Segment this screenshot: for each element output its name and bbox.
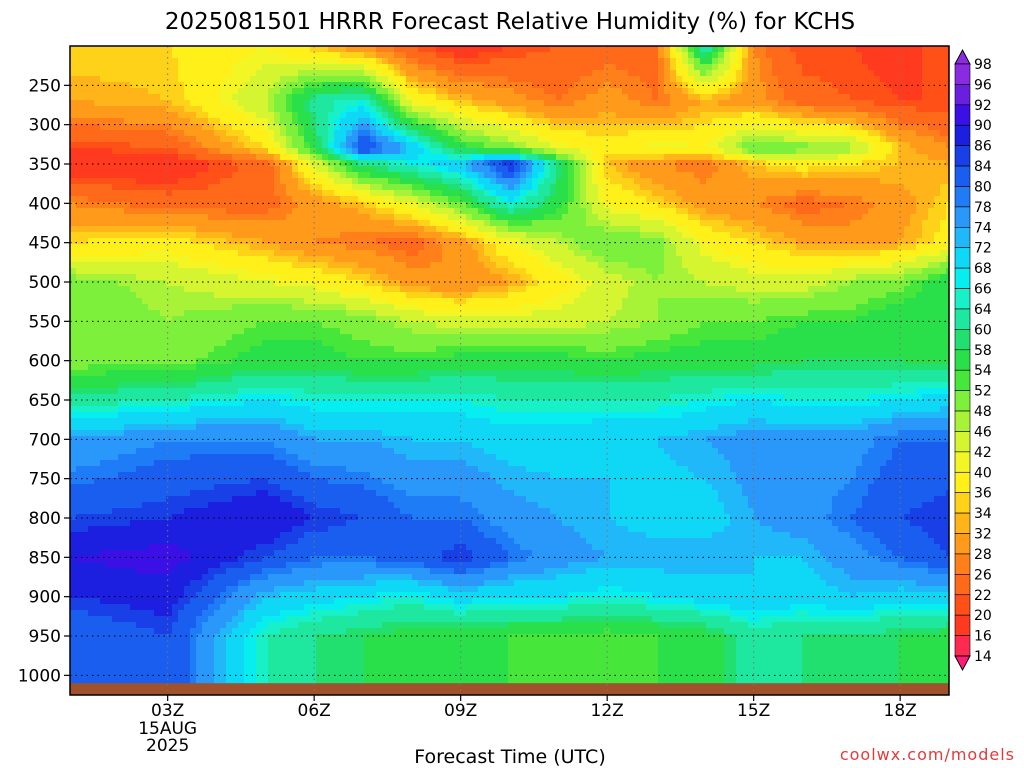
colorbar-label-54: 54 xyxy=(974,363,992,379)
colorbar-swatch-74 xyxy=(954,227,971,249)
colorbar-swatch-66 xyxy=(954,288,971,310)
plot-frame xyxy=(69,45,950,696)
colorbar-swatch-52 xyxy=(954,390,971,412)
y-tick-label-950: 950 xyxy=(29,627,61,647)
y-axis: 250 300 350 400 450 500 550 600 650 700 750 800 850 9… xyxy=(18,76,70,686)
y-tick-label-400: 400 xyxy=(29,194,61,214)
x-date-label-0: 15AUG xyxy=(138,719,197,739)
credit-text: coolwx.com/models xyxy=(840,745,1015,764)
colorbar-label-86: 86 xyxy=(974,139,992,155)
colorbar-label-64: 64 xyxy=(974,302,992,318)
colorbar-arrow-bottom xyxy=(954,655,971,672)
y-tick-label-650: 650 xyxy=(29,391,61,411)
colorbar-label-22: 22 xyxy=(974,588,992,604)
colorbar-swatch-90 xyxy=(954,124,971,146)
colorbar-swatch-96 xyxy=(954,84,971,106)
colorbar-swatch-32 xyxy=(954,533,971,555)
colorbar-swatch-28 xyxy=(954,553,971,575)
colorbar-swatch-54 xyxy=(954,369,971,391)
y-tick-label-250: 250 xyxy=(29,76,61,96)
colorbar-label-68: 68 xyxy=(974,261,992,277)
colorbar-label-48: 48 xyxy=(974,404,992,420)
y-tick-label-800: 800 xyxy=(29,509,61,529)
x-tick-label-15Z: 15Z xyxy=(737,701,770,721)
colorbar-swatch-64 xyxy=(954,308,971,330)
plot-area xyxy=(70,46,949,695)
y-tick-label-1000: 1000 xyxy=(18,666,61,686)
y-tick-label-500: 500 xyxy=(29,273,61,293)
colorbar-swatch-98 xyxy=(954,63,971,85)
colorbar-swatch-68 xyxy=(954,267,971,289)
colorbar-label-16: 16 xyxy=(974,629,992,645)
x-tick-label-06Z: 06Z xyxy=(298,701,331,721)
colorbar-label-92: 92 xyxy=(974,98,992,114)
colorbar-swatch-40 xyxy=(954,471,971,493)
colorbar-swatch-48 xyxy=(954,410,971,432)
x-tick-label-12Z: 12Z xyxy=(591,701,624,721)
x-axis-title: Forecast Time (UTC) xyxy=(414,746,605,768)
colorbar-swatch-72 xyxy=(954,247,971,269)
colorbar-label-14: 14 xyxy=(974,649,992,665)
colorbar-label-40: 40 xyxy=(974,465,992,481)
colorbar-swatch-42 xyxy=(954,451,971,473)
colorbar-label-96: 96 xyxy=(974,77,992,93)
colorbar-label-98: 98 xyxy=(974,57,992,73)
colorbar-swatch-22 xyxy=(954,594,971,616)
colorbar-swatch-84 xyxy=(954,165,971,187)
colorbar-label-20: 20 xyxy=(974,608,992,624)
colorbar-label-26: 26 xyxy=(974,567,992,583)
colorbar-label-72: 72 xyxy=(974,241,992,257)
y-tick-label-900: 900 xyxy=(29,588,61,608)
colorbar-arrow-top xyxy=(954,48,971,65)
colorbar-label-34: 34 xyxy=(974,506,992,522)
x-tick-label-18Z: 18Z xyxy=(884,701,917,721)
y-tick-label-850: 850 xyxy=(29,548,61,568)
colorbar-label-28: 28 xyxy=(974,547,992,563)
y-tick-label-550: 550 xyxy=(29,312,61,332)
colorbar-label-90: 90 xyxy=(974,118,992,134)
colorbar-swatch-36 xyxy=(954,492,971,514)
colorbar-label-74: 74 xyxy=(974,220,992,236)
colorbar-swatch-86 xyxy=(954,145,971,167)
y-tick-label-350: 350 xyxy=(29,155,61,175)
y-tick-label-750: 750 xyxy=(29,470,61,490)
colorbar-legend: 98 96 92 90 86 84 80 78 74 72 68 66 64 60 58 54 52 48 46 42… xyxy=(954,48,992,672)
x-tick-label-03Z: 03Z xyxy=(151,701,184,721)
colorbar-swatch-60 xyxy=(954,329,971,351)
colorbar-label-78: 78 xyxy=(974,200,992,216)
gridlines xyxy=(70,46,949,695)
colorbar-swatch-26 xyxy=(954,574,971,596)
ground-strip xyxy=(70,683,949,695)
y-tick-label-600: 600 xyxy=(29,352,61,372)
y-tick-label-300: 300 xyxy=(29,116,61,136)
colorbar-label-46: 46 xyxy=(974,424,992,440)
colorbar-label-42: 42 xyxy=(974,445,992,461)
colorbar-swatch-78 xyxy=(954,206,971,228)
x-date-label-1: 2025 xyxy=(146,736,189,756)
colorbar-label-32: 32 xyxy=(974,527,992,543)
colorbar-label-66: 66 xyxy=(974,282,992,298)
y-tick-label-700: 700 xyxy=(29,430,61,450)
colorbar-swatch-34 xyxy=(954,512,971,534)
colorbar-swatch-20 xyxy=(954,614,971,636)
colorbar-label-36: 36 xyxy=(974,486,992,502)
colorbar-label-80: 80 xyxy=(974,179,992,195)
colorbar-swatch-80 xyxy=(954,186,971,208)
colorbar-swatch-58 xyxy=(954,349,971,371)
y-tick-label-450: 450 xyxy=(29,234,61,254)
colorbar-label-60: 60 xyxy=(974,322,992,338)
colorbar-swatch-92 xyxy=(954,104,971,126)
colorbar-label-84: 84 xyxy=(974,159,992,175)
colorbar-swatch-46 xyxy=(954,431,971,453)
colorbar-label-52: 52 xyxy=(974,384,992,400)
colorbar-label-58: 58 xyxy=(974,343,992,359)
chart-title: 2025081501 HRRR Forecast Relative Humidi… xyxy=(165,9,855,35)
x-tick-label-09Z: 09Z xyxy=(444,701,477,721)
colorbar-swatch-16 xyxy=(954,635,971,657)
